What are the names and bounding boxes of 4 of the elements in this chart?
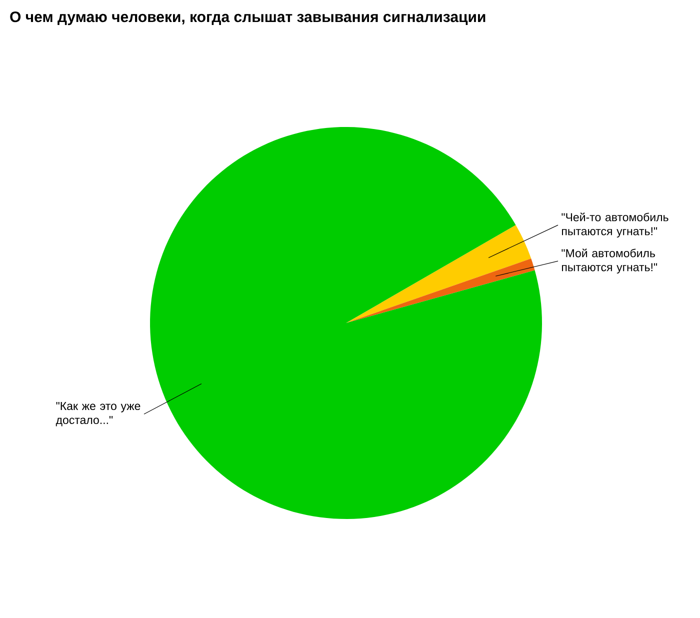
slice-label: "Чей-то автомобиль пытаются угнать!" xyxy=(562,212,668,238)
slice-label: "Как же это уже достало..." xyxy=(56,402,140,426)
slice-label: "Мой автомобиль пытаются угнать!" xyxy=(562,248,658,274)
chart-title: О чем думаю человеки, когда слышат завывания сигнализации xyxy=(10,12,486,26)
